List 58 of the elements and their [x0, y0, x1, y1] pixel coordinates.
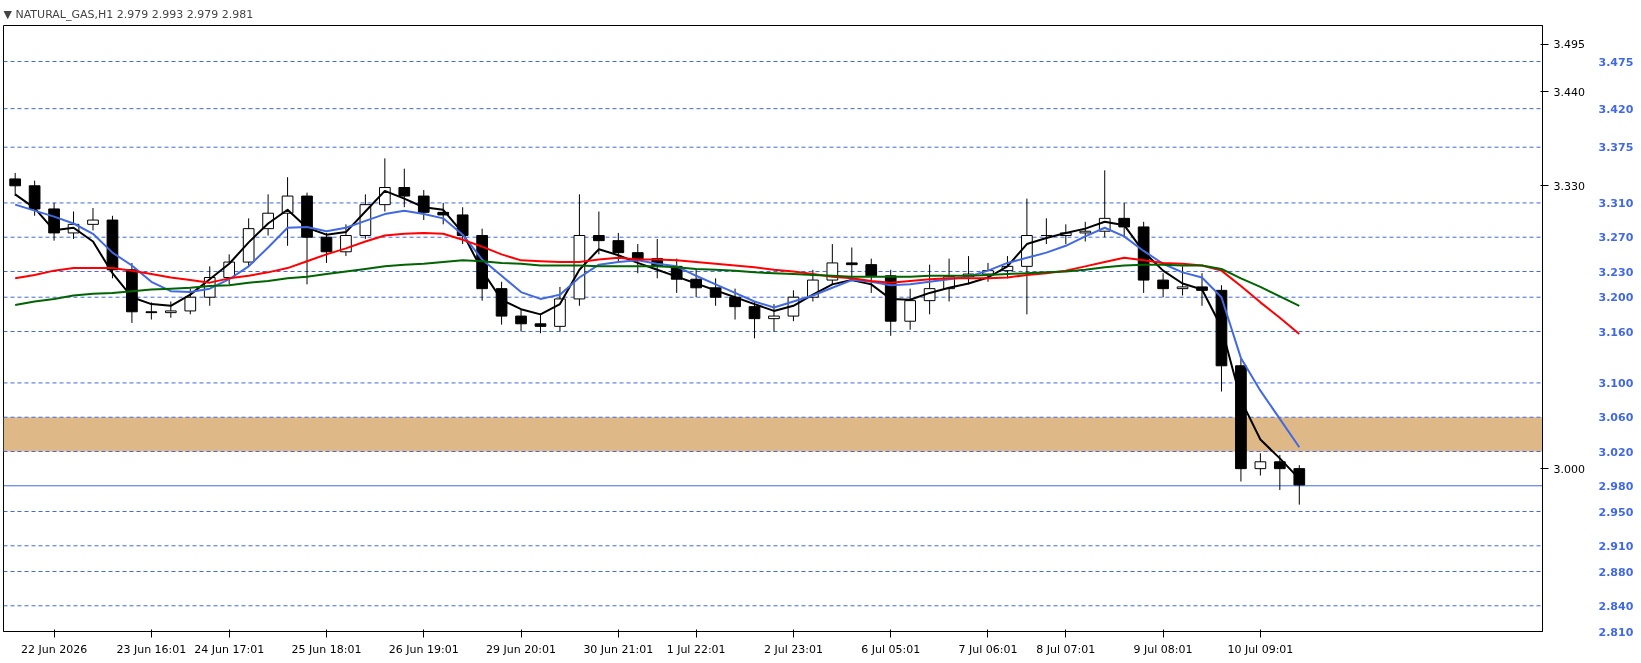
y-tick-label: 3.495 — [1553, 38, 1585, 52]
line-series — [14, 259, 1301, 307]
ref-line-label: 3.020 — [1598, 445, 1634, 459]
ref-line-label: 3.060 — [1598, 411, 1634, 425]
candlestick — [1118, 202, 1131, 238]
x-tick-label: 24 Jun 17:01 — [194, 642, 265, 656]
ref-line-label: 2.980 — [1598, 479, 1634, 493]
candlestick — [1040, 217, 1053, 245]
candlestick — [534, 313, 547, 334]
y-tick-label: 3.000 — [1553, 462, 1585, 476]
ref-line-label: 2.880 — [1598, 565, 1634, 579]
ref-line-label: 3.375 — [1598, 141, 1634, 155]
y-tick-label: 3.440 — [1553, 85, 1585, 99]
candlestick — [612, 232, 625, 262]
ref-line-label: 3.475 — [1598, 55, 1634, 69]
candlestick — [1254, 452, 1267, 476]
ref-line-label: 2.910 — [1598, 539, 1634, 553]
x-tick-label: 26 Jun 19:01 — [388, 642, 459, 656]
candlestick — [768, 303, 780, 332]
x-tick-label: 1 Jul 22:01 — [666, 642, 726, 656]
x-tick-label: 25 Jun 18:01 — [291, 642, 362, 656]
candlestick — [515, 308, 527, 332]
ref-line-label: 2.950 — [1598, 505, 1634, 519]
x-tick-label: 6 Jul 05:01 — [861, 642, 921, 656]
candlestick — [865, 258, 878, 294]
x-tick-label: 8 Jul 07:01 — [1036, 642, 1096, 656]
candlestick — [87, 207, 99, 231]
line-series — [14, 231, 1301, 336]
candlestick — [1176, 265, 1189, 296]
x-tick-label: 7 Jul 06:01 — [958, 642, 1018, 656]
ref-line-label: 3.310 — [1598, 196, 1634, 210]
candlestick — [631, 243, 644, 274]
candlestick — [320, 232, 333, 264]
candlestick — [593, 211, 605, 255]
ref-line-label: 3.100 — [1598, 376, 1634, 390]
x-tick-label: 23 Jun 16:01 — [116, 642, 187, 656]
ref-line-label: 3.200 — [1598, 291, 1634, 305]
ref-line-label: 3.270 — [1598, 231, 1634, 245]
candlestick — [845, 247, 858, 279]
ref-line-label: 3.230 — [1598, 265, 1634, 279]
x-tick-label: 29 Jun 20:01 — [486, 642, 556, 656]
ref-line-label: 2.810 — [1598, 625, 1634, 639]
candlestick — [1079, 221, 1092, 242]
ref-line-label: 3.160 — [1598, 325, 1634, 339]
y-tick-label: 3.330 — [1553, 179, 1585, 193]
x-tick-label: 9 Jul 08:01 — [1133, 642, 1193, 656]
ref-line-label: 2.840 — [1598, 599, 1634, 613]
ref-line-label: 3.420 — [1598, 102, 1634, 116]
candlestick — [456, 206, 469, 245]
x-tick-label: 22 Jun 2026 — [21, 642, 88, 656]
x-tick-label: 2 Jul 23:01 — [763, 642, 823, 656]
x-tick-label: 30 Jun 21:01 — [583, 642, 654, 656]
candlestick — [1157, 272, 1169, 298]
chart-title: ▼ NATURAL_GAS,H1 2.979 2.993 2.979 2.981 — [3, 7, 254, 21]
candlestick — [184, 288, 197, 315]
candlestick — [904, 288, 917, 331]
x-tick-label: 10 Jul 09:01 — [1227, 642, 1294, 656]
candlestick — [437, 202, 450, 225]
